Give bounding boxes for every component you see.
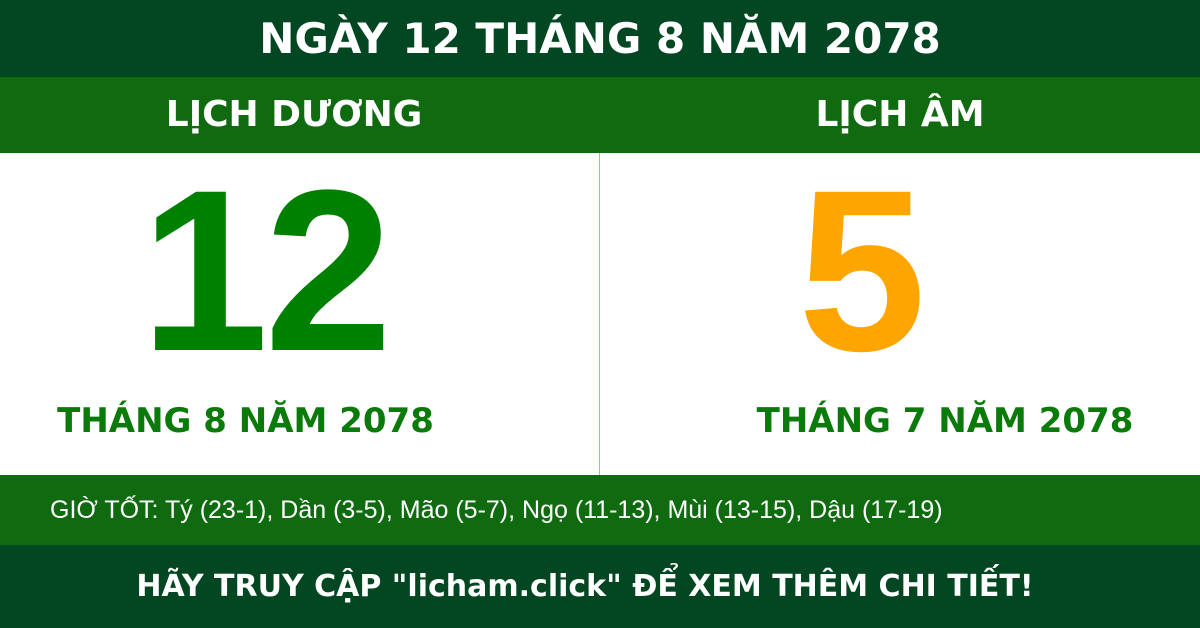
calendar-body: 12 THÁNG 8 NĂM 2078 5 THÁNG 7 NĂM 2078	[0, 153, 1200, 475]
lunar-heading: LỊCH ÂM	[815, 94, 985, 135]
solar-month-year: THÁNG 8 NĂM 2078	[57, 401, 434, 441]
solar-heading: LỊCH DƯƠNG	[165, 94, 423, 135]
good-hours: GIỜ TỐT: Tý (23-1), Dần (3-5), Mão (5-7)…	[0, 475, 1200, 545]
lunar-column: 5 THÁNG 7 NĂM 2078	[600, 153, 1200, 475]
column-headings: LỊCH DƯƠNG LỊCH ÂM	[0, 77, 1200, 153]
lunar-day: 5	[798, 142, 926, 399]
solar-column: 12 THÁNG 8 NĂM 2078	[0, 153, 600, 475]
page-title: NGÀY 12 THÁNG 8 NĂM 2078	[0, 0, 1200, 77]
lunar-month-year: THÁNG 7 NĂM 2078	[756, 401, 1134, 441]
footer-cta: HÃY TRUY CẬP "licham.click" ĐỂ XEM THÊM …	[0, 545, 1200, 628]
solar-day: 12	[140, 142, 393, 399]
